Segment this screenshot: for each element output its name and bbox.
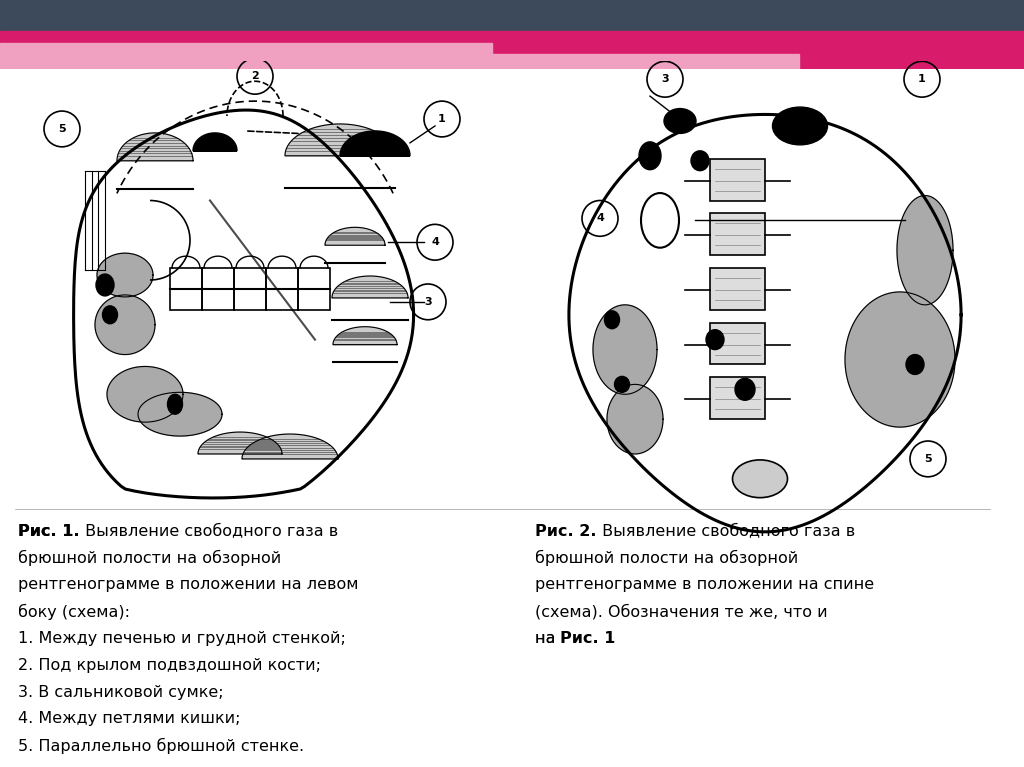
Ellipse shape (614, 377, 630, 392)
Text: 4: 4 (431, 237, 439, 247)
Ellipse shape (691, 151, 709, 171)
Ellipse shape (604, 311, 620, 329)
Polygon shape (97, 253, 153, 297)
Text: 5: 5 (58, 124, 66, 134)
Text: Рис. 1.: Рис. 1. (18, 524, 80, 538)
Text: 2: 2 (251, 71, 259, 81)
Text: брюшной полости на обзорной: брюшной полости на обзорной (535, 551, 799, 567)
Polygon shape (138, 392, 222, 436)
Text: 4: 4 (596, 213, 604, 223)
Text: Выявление свободного газа в: Выявление свободного газа в (597, 524, 855, 538)
Text: Выявление свободного газа в: Выявление свободного газа в (80, 524, 338, 538)
Text: 2. Под крылом подвздошной кости;: 2. Под крылом подвздошной кости; (18, 657, 321, 673)
Ellipse shape (639, 142, 662, 170)
Bar (710, 213, 765, 255)
Bar (0, 31, 1024, 69)
Text: (схема). Обозначения те же, что и: (схема). Обозначения те же, что и (535, 604, 827, 620)
Bar (266, 268, 298, 310)
Polygon shape (108, 367, 183, 422)
Polygon shape (569, 114, 962, 532)
Text: рентгенограмме в положении на спине: рентгенограмме в положении на спине (535, 578, 874, 592)
Text: 3. В сальниковой сумке;: 3. В сальниковой сумке; (18, 684, 223, 700)
Bar (234, 268, 266, 310)
Ellipse shape (772, 107, 827, 145)
Polygon shape (95, 295, 155, 354)
Polygon shape (198, 432, 282, 454)
Bar (492, 54, 799, 69)
Text: на: на (535, 630, 560, 646)
Text: на: на (535, 630, 560, 646)
Text: боку (схема):: боку (схема): (18, 604, 130, 621)
Text: рентгенограмме в положении на левом: рентгенограмме в положении на левом (18, 578, 358, 592)
Text: брюшной полости на обзорной: брюшной полости на обзорной (18, 551, 282, 567)
Bar (0, 43, 492, 69)
Polygon shape (593, 304, 657, 394)
Polygon shape (340, 131, 410, 156)
Text: Рис. 1.: Рис. 1. (18, 524, 80, 538)
Polygon shape (333, 327, 397, 344)
Ellipse shape (664, 109, 696, 133)
Text: 5. Параллельно брюшной стенке.: 5. Параллельно брюшной стенке. (18, 738, 304, 754)
Polygon shape (193, 133, 237, 151)
Text: Рис. 1: Рис. 1 (560, 630, 615, 646)
Text: 5: 5 (925, 454, 932, 464)
Bar (298, 268, 330, 310)
Bar (710, 323, 765, 364)
Polygon shape (325, 227, 385, 245)
Bar (170, 268, 202, 310)
Bar (0, 0, 1024, 38)
Polygon shape (332, 276, 408, 298)
Ellipse shape (906, 354, 924, 374)
Bar (710, 268, 765, 310)
Text: 1: 1 (919, 74, 926, 84)
Polygon shape (845, 292, 955, 427)
Text: 3: 3 (662, 74, 669, 84)
Polygon shape (285, 124, 395, 156)
Text: Рис. 2.: Рис. 2. (535, 524, 597, 538)
Bar (202, 268, 234, 310)
Text: 1. Между печенью и грудной стенкой;: 1. Между печенью и грудной стенкой; (18, 630, 346, 646)
Ellipse shape (96, 274, 114, 296)
Text: 1: 1 (438, 114, 445, 124)
Ellipse shape (706, 330, 724, 350)
Text: 4. Между петлями кишки;: 4. Между петлями кишки; (18, 711, 241, 726)
Bar (710, 159, 765, 200)
Polygon shape (117, 133, 193, 161)
Text: 3: 3 (424, 297, 432, 307)
Ellipse shape (732, 460, 787, 498)
Bar (710, 377, 765, 419)
Ellipse shape (102, 306, 118, 324)
Polygon shape (607, 384, 663, 454)
Polygon shape (242, 434, 338, 459)
Polygon shape (74, 110, 414, 498)
Ellipse shape (735, 378, 755, 400)
Polygon shape (897, 196, 953, 304)
Ellipse shape (168, 394, 182, 414)
